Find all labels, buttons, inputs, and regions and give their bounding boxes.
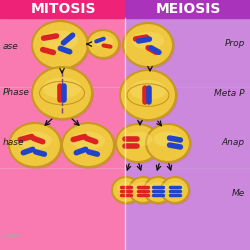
Ellipse shape [62,123,114,167]
Ellipse shape [132,32,164,50]
Text: MEIOSIS: MEIOSIS [155,2,221,16]
Ellipse shape [87,30,121,60]
Ellipse shape [146,124,190,162]
Ellipse shape [32,21,90,71]
Ellipse shape [120,70,176,120]
Ellipse shape [144,177,172,203]
Ellipse shape [62,123,116,169]
Text: ase: ase [3,42,19,50]
Ellipse shape [42,78,82,98]
Ellipse shape [116,124,160,162]
Ellipse shape [116,124,162,164]
Text: .com: .com [4,233,20,238]
Ellipse shape [87,30,119,58]
Text: Prop: Prop [224,38,245,48]
Ellipse shape [92,36,114,47]
Bar [125,0,250,250]
Text: Phase: Phase [3,88,30,96]
Ellipse shape [166,182,184,192]
Ellipse shape [134,182,152,192]
Ellipse shape [129,177,159,205]
Ellipse shape [161,177,191,205]
Text: Anap: Anap [222,138,245,146]
Ellipse shape [123,23,173,67]
Bar [125,0,250,18]
Ellipse shape [32,21,88,69]
Ellipse shape [161,177,189,203]
Ellipse shape [129,177,157,203]
Ellipse shape [9,123,63,169]
Ellipse shape [32,67,92,119]
Ellipse shape [149,182,167,192]
Ellipse shape [18,132,52,150]
Bar [0,0,125,18]
Ellipse shape [71,132,105,150]
Ellipse shape [112,177,142,205]
Text: Me: Me [232,188,245,198]
Ellipse shape [9,123,61,167]
Bar [0,0,125,250]
Text: Meta P: Meta P [214,88,245,98]
Ellipse shape [146,124,192,164]
Ellipse shape [117,182,135,192]
Text: hase: hase [3,138,24,146]
Ellipse shape [112,177,140,203]
Ellipse shape [144,177,174,205]
Ellipse shape [120,70,178,122]
Ellipse shape [124,132,152,147]
Ellipse shape [123,23,175,69]
Ellipse shape [154,132,182,147]
Ellipse shape [32,67,94,121]
Text: MITOSIS: MITOSIS [30,2,96,16]
Ellipse shape [42,31,78,50]
Ellipse shape [130,80,166,100]
